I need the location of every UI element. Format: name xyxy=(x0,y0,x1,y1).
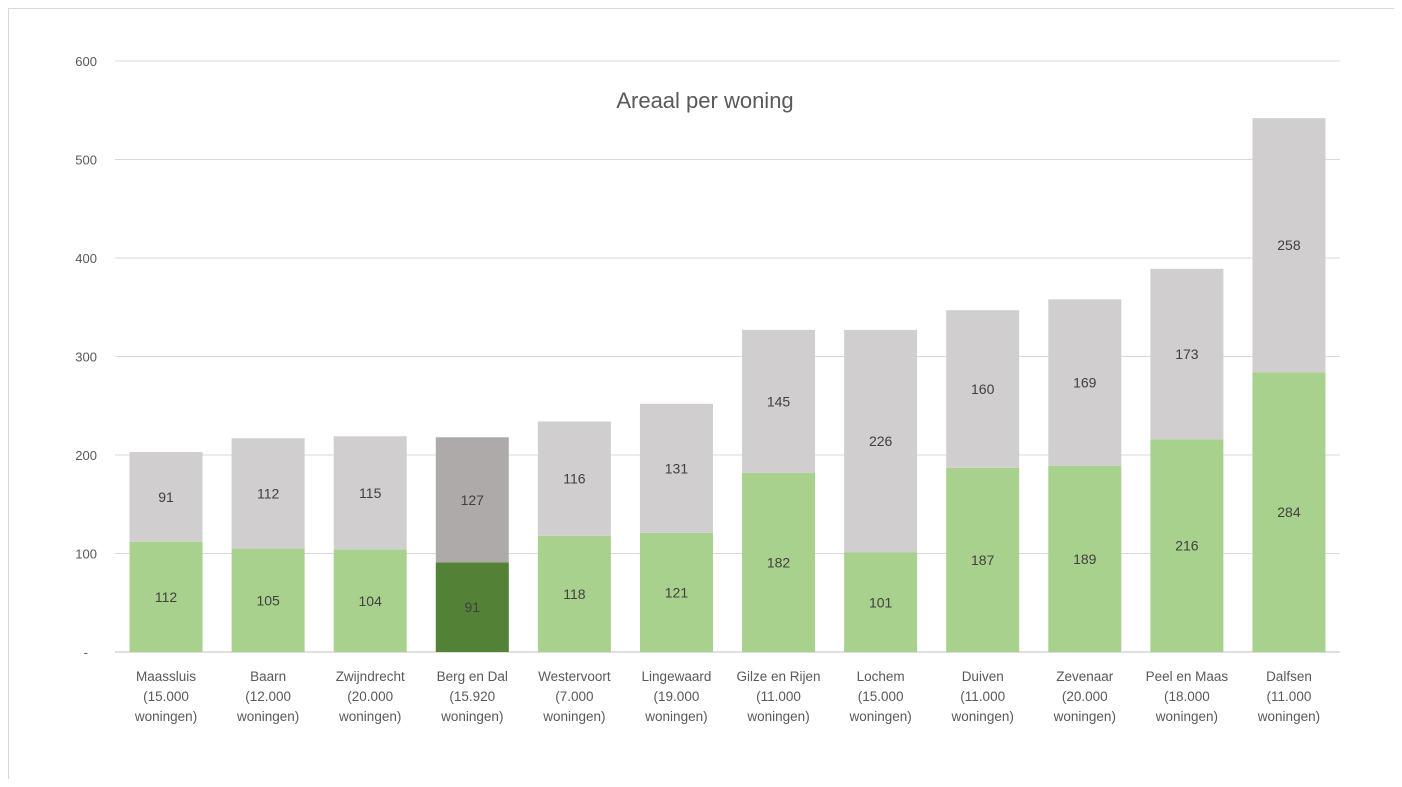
category-label: Zwijndrecht xyxy=(336,669,405,684)
category-label: Peel en Maas xyxy=(1146,669,1229,684)
category-label: woningen) xyxy=(1257,709,1320,724)
category-label: woningen) xyxy=(1053,709,1116,724)
y-tick-label: 400 xyxy=(75,251,97,266)
y-tick-label: - xyxy=(84,645,88,660)
bar-segment-lower xyxy=(435,562,509,652)
bar-segment-lower xyxy=(537,535,611,652)
bar-segment-lower xyxy=(844,552,918,652)
category-label: (18.000 xyxy=(1164,689,1210,704)
bar-segment-lower xyxy=(1048,465,1122,652)
bar-segment-upper xyxy=(333,436,407,550)
data-label: 121 xyxy=(665,584,689,600)
category-label: (19.000 xyxy=(654,689,700,704)
data-label: 115 xyxy=(359,485,382,501)
category-label: Berg en Dal xyxy=(437,669,508,684)
labels: - 100 200 300 400 500 600 112 91 Maassluis (15.000… xyxy=(75,54,1320,724)
bar-segment-upper xyxy=(1150,268,1224,440)
category-label: (20.000 xyxy=(1062,689,1108,704)
category-label: woningen) xyxy=(542,709,605,724)
bar-segment-lower xyxy=(333,549,407,652)
bar-segment-upper xyxy=(1048,299,1122,466)
data-label: 116 xyxy=(563,471,586,487)
category-label: woningen) xyxy=(236,709,299,724)
category-label: woningen) xyxy=(848,709,911,724)
bar-segment-lower xyxy=(946,467,1020,652)
bar-segment-lower xyxy=(1150,439,1224,652)
y-tick-label: 500 xyxy=(75,153,97,168)
data-label: 104 xyxy=(359,593,383,609)
data-label: 127 xyxy=(461,492,485,508)
category-label: Maassluis xyxy=(136,669,196,684)
category-label: Zevenaar xyxy=(1056,669,1114,684)
chart-frame xyxy=(8,8,1394,779)
bar-segment-upper xyxy=(639,403,713,533)
bar-segment-upper xyxy=(946,310,1020,468)
category-label: (7.000 xyxy=(555,689,593,704)
bars xyxy=(129,118,1326,652)
data-label: 189 xyxy=(1073,551,1097,567)
data-label: 187 xyxy=(971,552,995,568)
data-label: 112 xyxy=(155,589,178,605)
category-label: Lingewaard xyxy=(642,669,712,684)
y-tick-label: 200 xyxy=(75,448,97,463)
y-tick-label: 300 xyxy=(75,350,97,365)
bar-segment-lower xyxy=(639,532,713,652)
category-label: woningen) xyxy=(338,709,401,724)
bar-segment-upper xyxy=(1252,118,1326,373)
bar-segment-lower xyxy=(231,548,305,652)
data-label: 101 xyxy=(869,594,893,610)
data-label: 226 xyxy=(869,433,893,449)
y-tick-label: 100 xyxy=(75,547,97,562)
category-label: woningen) xyxy=(1155,709,1218,724)
data-label: 145 xyxy=(767,393,791,409)
category-label: Westervoort xyxy=(538,669,611,684)
chart-title: Areaal per woning xyxy=(616,88,793,113)
bar-segment-upper xyxy=(742,329,816,473)
category-label: (12.000 xyxy=(245,689,291,704)
data-label: 258 xyxy=(1277,237,1301,253)
category-label: (15.920 xyxy=(449,689,495,704)
bar-segment-upper xyxy=(844,329,918,553)
y-tick-label: 600 xyxy=(75,54,97,69)
category-label: Baarn xyxy=(250,669,286,684)
bar-segment-lower xyxy=(742,472,816,652)
data-label: 112 xyxy=(257,485,280,501)
data-label: 173 xyxy=(1175,346,1199,362)
data-label: 105 xyxy=(256,592,280,608)
bar-segment-lower xyxy=(129,541,203,652)
data-label: 169 xyxy=(1073,375,1097,391)
data-label: 182 xyxy=(767,554,791,570)
bar-segment-upper xyxy=(231,438,305,549)
data-label: 91 xyxy=(158,489,174,505)
data-label: 216 xyxy=(1175,538,1199,554)
category-label: woningen) xyxy=(440,709,503,724)
bar-segment-upper xyxy=(129,452,203,542)
data-label: 284 xyxy=(1277,504,1301,520)
category-label: woningen) xyxy=(746,709,809,724)
category-label: Lochem xyxy=(857,669,905,684)
bar-segment-lower xyxy=(1252,372,1326,652)
category-label: (11.000 xyxy=(756,689,801,704)
category-label: woningen) xyxy=(951,709,1014,724)
category-label: (15.000 xyxy=(858,689,904,704)
data-label: 91 xyxy=(465,599,481,615)
bar-segment-upper xyxy=(537,421,611,536)
category-label: Duiven xyxy=(962,669,1004,684)
category-label: Dalfsen xyxy=(1266,669,1312,684)
data-label: 131 xyxy=(665,460,689,476)
category-label: (11.000 xyxy=(1267,689,1312,704)
category-label: Gilze en Rijen xyxy=(737,669,821,684)
category-label: (11.000 xyxy=(960,689,1005,704)
data-label: 118 xyxy=(563,586,586,602)
grid-lines xyxy=(115,60,1340,653)
category-label: (20.000 xyxy=(347,689,393,704)
category-label: woningen) xyxy=(644,709,707,724)
category-label: (15.000 xyxy=(143,689,189,704)
category-label: woningen) xyxy=(134,709,197,724)
bar-segment-upper xyxy=(435,437,509,563)
data-label: 160 xyxy=(971,381,995,397)
